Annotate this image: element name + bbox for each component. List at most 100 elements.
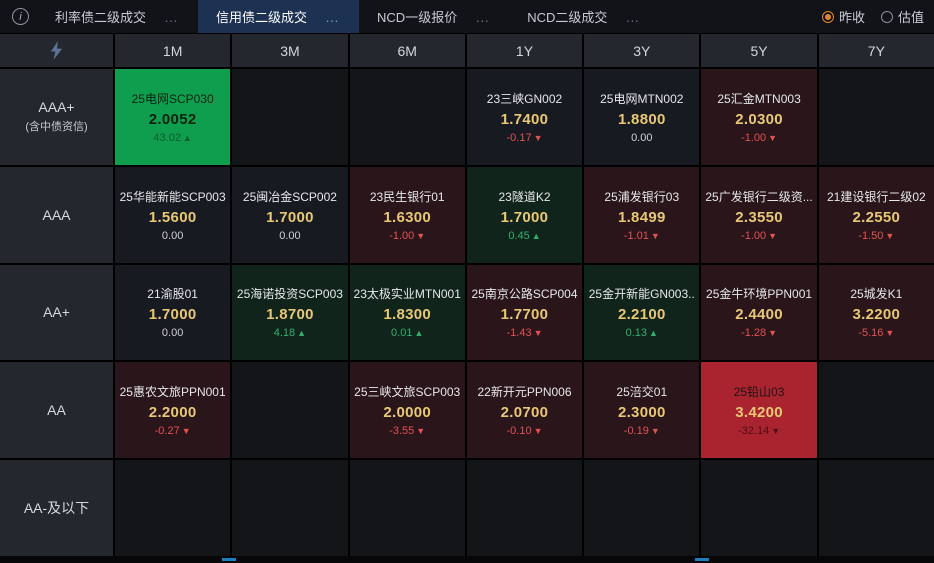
bond-cell[interactable]: 25城发K1 3.2200 -5.16 ▼ xyxy=(818,264,934,361)
bond-cell[interactable]: 21渝股01 1.7000 0.00 xyxy=(115,264,231,361)
bond-name: 25金开新能GN003.. xyxy=(588,287,695,302)
change-value: -1.00 xyxy=(741,229,767,242)
bond-name: 22新开元PPN006 xyxy=(477,385,572,400)
empty-cell xyxy=(232,69,348,165)
change-value: 0.00 xyxy=(279,229,301,242)
radio-dot-icon xyxy=(821,10,834,23)
bond-yield: 2.4400 xyxy=(735,306,783,324)
rating-label: AAA+ xyxy=(38,99,75,116)
bond-cell[interactable]: 25汇金MTN003 2.0300 -1.00 ▼ xyxy=(701,69,817,165)
empty-cell xyxy=(584,460,700,556)
bond-cell[interactable]: 25浦发银行03 1.8499 -1.01 ▼ xyxy=(584,166,700,263)
bond-change: -1.00 ▼ xyxy=(741,230,777,242)
bond-cell[interactable]: 21建设银行二级02 2.2550 -1.50 ▼ xyxy=(818,166,934,263)
bond-cell[interactable]: 25海诺投资SCP003 1.8700 4.18 ▲ xyxy=(232,264,348,361)
down-arrow-icon: ▼ xyxy=(771,426,781,437)
tab-label: NCD一级报价 xyxy=(377,10,458,25)
rating-label: AA-及以下 xyxy=(23,500,90,517)
tab-more-icon[interactable]: … xyxy=(164,8,181,25)
bond-cell[interactable]: 23太极实业MTN001 1.8300 0.01 ▲ xyxy=(349,264,465,361)
bond-cell[interactable]: 25闽冶金SCP002 1.7000 0.00 xyxy=(232,166,348,263)
bond-cell[interactable]: 25惠农文旅PPN001 2.2000 -0.27 ▼ xyxy=(115,362,231,459)
tab-label: NCD二级成交 xyxy=(527,10,608,25)
bond-change: -0.10 ▼ xyxy=(506,425,542,437)
horizontal-scrollbar[interactable] xyxy=(0,556,934,563)
bond-change: 43.02 ▲ xyxy=(153,132,191,144)
radio-option-1[interactable]: 昨收 xyxy=(821,7,865,26)
change-value: -1.00 xyxy=(741,131,767,144)
bond-change: 4.18 ▲ xyxy=(274,327,306,339)
rating-label: AA+ xyxy=(43,304,70,321)
bond-name: 25城发K1 xyxy=(850,287,903,302)
row-label-5: AA-及以下 xyxy=(0,460,113,556)
tab-1[interactable]: 利率债二级成交 … xyxy=(37,0,198,33)
down-arrow-icon: ▼ xyxy=(768,132,778,143)
bond-name: 21建设银行二级02 xyxy=(826,189,926,204)
column-header-6M[interactable]: 6M xyxy=(349,34,465,67)
bond-cell[interactable]: 25广发银行二级资... 2.3550 -1.00 ▼ xyxy=(701,166,817,263)
tab-3[interactable]: NCD一级报价 … xyxy=(359,0,509,33)
bond-change: 0.45 ▲ xyxy=(508,230,540,242)
bond-cell[interactable]: 25金开新能GN003.. 2.2100 0.13 ▲ xyxy=(584,264,700,361)
bond-yield: 1.8800 xyxy=(617,110,666,128)
column-header-1Y[interactable]: 1Y xyxy=(466,34,583,67)
bond-cell[interactable]: 25涪交01 2.3000 -0.19 ▼ xyxy=(584,362,700,459)
bond-yield: 3.4200 xyxy=(735,404,783,422)
down-arrow-icon: ▼ xyxy=(885,328,895,339)
bond-yield: 2.2000 xyxy=(148,404,197,422)
empty-cell xyxy=(232,362,348,459)
bond-cell[interactable]: 23民生银行01 1.6300 -1.00 ▼ xyxy=(349,166,465,263)
bond-cell[interactable]: 25华能新能SCP003 1.5600 0.00 xyxy=(115,166,231,263)
column-header-7Y[interactable]: 7Y xyxy=(818,34,934,67)
change-value: -1.28 xyxy=(741,327,767,340)
change-value: 4.18 xyxy=(273,327,296,340)
rating-sublabel: (含中债资信) xyxy=(25,121,88,134)
bond-cell[interactable]: 23隧道K2 1.7000 0.45 ▲ xyxy=(466,166,583,263)
bond-yield: 1.7000 xyxy=(266,208,314,226)
tab-2[interactable]: 信用债二级成交 … xyxy=(198,0,360,33)
bond-name: 23太极实业MTN001 xyxy=(353,287,461,302)
bond-yield: 2.0052 xyxy=(148,110,197,128)
row-label-2: AAA xyxy=(0,166,113,263)
bond-change: 0.13 ▲ xyxy=(626,327,658,339)
tab-more-icon[interactable]: … xyxy=(625,8,642,25)
bond-name: 25铅山03 xyxy=(733,385,785,400)
bond-yield: 2.2550 xyxy=(852,208,901,226)
bond-cell[interactable]: 25铅山03 3.4200 -32.14 ▼ xyxy=(701,362,817,459)
top-bar: i 利率债二级成交 … 信用债二级成交 … NCD一级报价 … NCD二级成交 … 昨收 估值 xyxy=(0,0,934,34)
bond-cell[interactable]: 25电网MTN002 1.8800 0.00 xyxy=(584,69,700,165)
bond-cell[interactable]: 25金牛环境PPN001 2.4400 -1.28 ▼ xyxy=(701,264,817,361)
tab-more-icon[interactable]: … xyxy=(325,8,342,25)
column-header-5Y[interactable]: 5Y xyxy=(701,34,817,67)
bond-change: -1.43 ▼ xyxy=(506,327,542,339)
down-arrow-icon: ▼ xyxy=(416,426,426,437)
tab-label: 利率债二级成交 xyxy=(55,10,147,25)
bond-yield: 2.3550 xyxy=(735,208,783,226)
bond-yield: 2.0700 xyxy=(500,404,549,422)
row-label-1: AAA+ (含中债资信) xyxy=(0,69,113,165)
empty-cell xyxy=(466,460,583,556)
tab-label: 信用债二级成交 xyxy=(216,10,308,25)
bond-cell[interactable]: 22新开元PPN006 2.0700 -0.10 ▼ xyxy=(466,362,583,459)
bond-cell[interactable]: 25南京公路SCP004 1.7700 -1.43 ▼ xyxy=(466,264,583,361)
radio-label: 估值 xyxy=(897,10,924,25)
column-header-3Y[interactable]: 3Y xyxy=(584,34,700,67)
column-header-3M[interactable]: 3M xyxy=(232,34,348,67)
column-header-1M[interactable]: 1M xyxy=(115,34,231,67)
bond-yield: 2.0000 xyxy=(383,404,432,422)
bond-change: -3.55 ▼ xyxy=(389,425,425,437)
row-label-3: AA+ xyxy=(0,264,113,361)
bond-cell[interactable]: 23三峡GN002 1.7400 -0.17 ▼ xyxy=(466,69,583,165)
bond-cell[interactable]: 25电网SCP030 2.0052 43.02 ▲ xyxy=(115,69,231,165)
empty-cell xyxy=(818,362,934,459)
radio-option-2[interactable]: 估值 xyxy=(880,7,924,26)
bond-cell[interactable]: 25三峡文旅SCP003 2.0000 -3.55 ▼ xyxy=(349,362,465,459)
info-icon[interactable]: i xyxy=(12,8,29,25)
bond-name: 25金牛环境PPN001 xyxy=(706,287,813,302)
tab-4[interactable]: NCD二级成交 … xyxy=(509,0,659,33)
app-logo-icon xyxy=(50,41,63,60)
bond-yield: 1.7700 xyxy=(500,306,549,324)
tab-more-icon[interactable]: … xyxy=(475,8,492,25)
bond-name: 25浦发银行03 xyxy=(604,189,680,204)
change-value: 0.45 xyxy=(508,229,530,242)
